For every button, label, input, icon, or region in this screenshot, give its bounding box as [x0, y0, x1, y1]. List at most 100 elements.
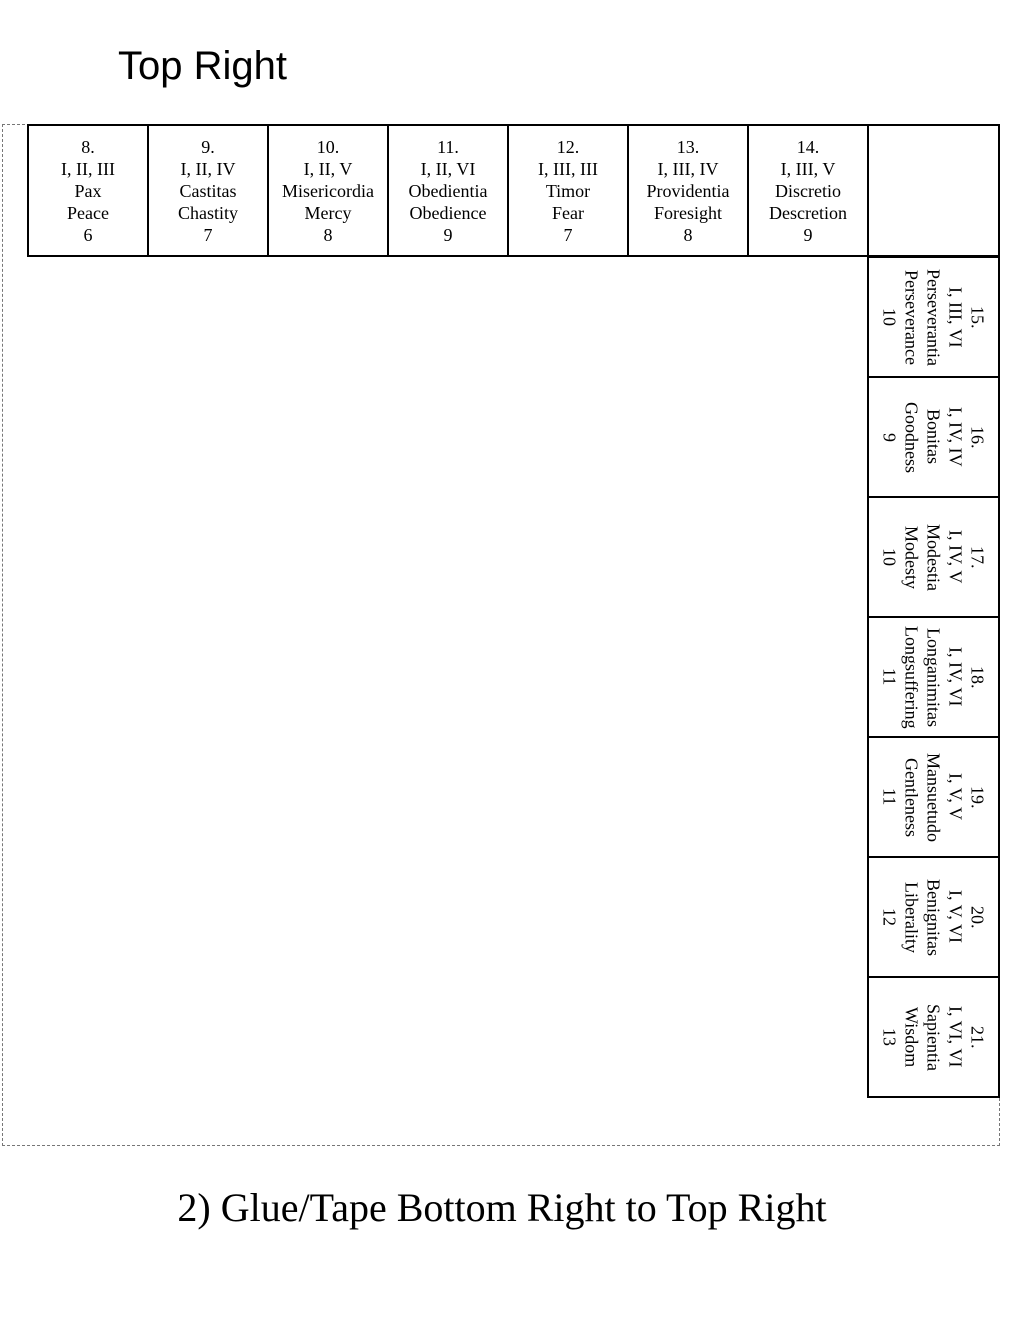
card-num: 19.	[967, 785, 988, 809]
card-text: 20. I, V, VI Benignitas Liberality 12	[879, 879, 989, 956]
card-num: 17.	[967, 545, 988, 569]
card-roman: I, IV, V	[945, 530, 966, 584]
card-english: Fear	[552, 202, 584, 223]
card-value: 11	[879, 788, 900, 806]
card-text: 8. I, II, III Pax Peace 6	[61, 136, 115, 246]
card-roman: I, II, V	[303, 158, 353, 179]
card-english: Liberality	[901, 881, 922, 953]
card-num: 8.	[81, 136, 95, 157]
card-value: 6	[83, 224, 93, 245]
card-text: 14. I, III, V Discretio Descretion 9	[769, 136, 847, 246]
card-num: 21.	[967, 1025, 988, 1049]
card-latin: Misericordia	[282, 180, 374, 201]
card-roman: I, IV, IV	[945, 407, 966, 467]
card-roman: I, V, V	[945, 773, 966, 821]
card-english: Perseverance	[901, 269, 922, 365]
card-latin: Modestia	[923, 523, 944, 591]
side-card: 19. I, V, V Mansuetudo Gentleness 11	[867, 736, 1000, 858]
card-english: Gentleness	[901, 757, 922, 837]
card-value: 10	[879, 307, 900, 326]
card-value: 12	[879, 908, 900, 926]
top-card: 11. I, II, VI Obedientia Obedience 9	[387, 124, 509, 257]
card-latin: Bonitas	[923, 409, 944, 465]
side-card: 16. I, IV, IV Bonitas Goodness 9	[867, 376, 1000, 498]
card-roman: I, IV, VI	[945, 647, 966, 707]
top-card: 14. I, III, V Discretio Descretion 9	[747, 124, 869, 257]
card-english: Modesty	[901, 525, 922, 589]
card-latin: Pax	[74, 180, 102, 201]
card-english: Obedience	[409, 202, 487, 223]
card-value: 7	[563, 224, 573, 245]
card-value: 8	[683, 224, 693, 245]
card-roman: I, II, IV	[180, 158, 236, 179]
card-num: 15.	[967, 305, 988, 329]
card-value: 8	[323, 224, 333, 245]
card-text: 19. I, V, V Mansuetudo Gentleness 11	[879, 753, 989, 842]
card-value: 9	[443, 224, 453, 245]
card-english: Longsuffering	[901, 625, 922, 729]
card-latin: Mansuetudo	[923, 752, 944, 842]
side-card: 20. I, V, VI Benignitas Liberality 12	[867, 856, 1000, 978]
card-roman: I, III, IV	[657, 158, 719, 179]
card-latin: Providentia	[646, 180, 730, 201]
card-num: 12.	[556, 136, 580, 157]
card-value: 9	[803, 224, 813, 245]
corner-cell	[867, 124, 1000, 257]
card-latin: Longanimitas	[923, 627, 944, 727]
card-english: Peace	[67, 202, 109, 223]
top-card: 9. I, II, IV Castitas Chastity 7	[147, 124, 269, 257]
card-english: Wisdom	[901, 1006, 922, 1068]
card-text: 16. I, IV, IV Bonitas Goodness 9	[879, 402, 989, 473]
card-english: Descretion	[769, 202, 847, 223]
page-title: Top Right	[118, 44, 287, 88]
side-card: 15. I, III, VI Perseverantia Perseverance 10	[867, 256, 1000, 378]
card-text: 9. I, II, IV Castitas Chastity 7	[178, 136, 238, 246]
card-num: 16.	[967, 425, 988, 449]
top-card: 8. I, II, III Pax Peace 6	[27, 124, 149, 257]
card-text: 11. I, II, VI Obedientia Obedience 9	[409, 136, 488, 246]
side-card: 21. I, VI, VI Sapientia Wisdom 13	[867, 976, 1000, 1098]
card-text: 21. I, VI, VI Sapientia Wisdom 13	[879, 1004, 989, 1071]
card-roman: I, V, VI	[945, 890, 966, 944]
card-num: 13.	[676, 136, 700, 157]
card-roman: I, II, VI	[420, 158, 476, 179]
card-value: 7	[203, 224, 213, 245]
card-english: Goodness	[901, 401, 922, 473]
card-english: Chastity	[177, 202, 238, 223]
card-latin: Timor	[545, 180, 591, 201]
card-text: 15. I, III, VI Perseverantia Perseverance 10	[879, 269, 989, 366]
card-roman: I, III, VI	[945, 286, 966, 348]
card-roman: I, III, V	[780, 158, 836, 179]
card-text: 18. I, IV, VI Longanimitas Longsuffering 11	[879, 626, 989, 729]
card-text: 12. I, III, III Timor Fear 7	[538, 136, 598, 246]
card-num: 20.	[967, 905, 988, 929]
card-text: 10. I, II, V Misericordia Mercy 8	[282, 136, 374, 246]
card-latin: Benignitas	[923, 878, 944, 956]
card-text: 13. I, III, IV Providentia Foresight 8	[647, 136, 730, 246]
card-english: Mercy	[304, 202, 352, 223]
top-card: 10. I, II, V Misericordia Mercy 8	[267, 124, 389, 257]
card-latin: Discretio	[775, 180, 841, 201]
card-num: 10.	[316, 136, 340, 157]
card-value: 10	[879, 548, 900, 566]
card-value: 9	[879, 432, 900, 442]
card-text: 17. I, IV, V Modestia Modesty 10	[879, 524, 989, 591]
card-latin: Sapientia	[923, 1003, 944, 1071]
card-num: 14.	[796, 136, 820, 157]
instruction-text: 2) Glue/Tape Bottom Right to Top Right	[177, 1185, 827, 1230]
card-roman: I, III, III	[538, 158, 598, 179]
side-card: 17. I, IV, V Modestia Modesty 10	[867, 496, 1000, 618]
card-num: 18.	[967, 665, 988, 689]
top-card: 12. I, III, III Timor Fear 7	[507, 124, 629, 257]
card-roman: I, VI, VI	[945, 1006, 966, 1068]
card-latin: Castitas	[179, 180, 237, 201]
card-latin: Obedientia	[408, 180, 488, 201]
card-num: 9.	[201, 136, 215, 157]
cut-line-border	[2, 124, 1000, 1146]
card-value: 13	[879, 1027, 900, 1046]
card-english: Foresight	[653, 202, 722, 223]
card-roman: I, II, III	[61, 158, 115, 179]
side-card: 18. I, IV, VI Longanimitas Longsuffering 11	[867, 616, 1000, 738]
card-latin: Perseverantia	[923, 268, 944, 366]
card-value: 11	[879, 668, 900, 686]
